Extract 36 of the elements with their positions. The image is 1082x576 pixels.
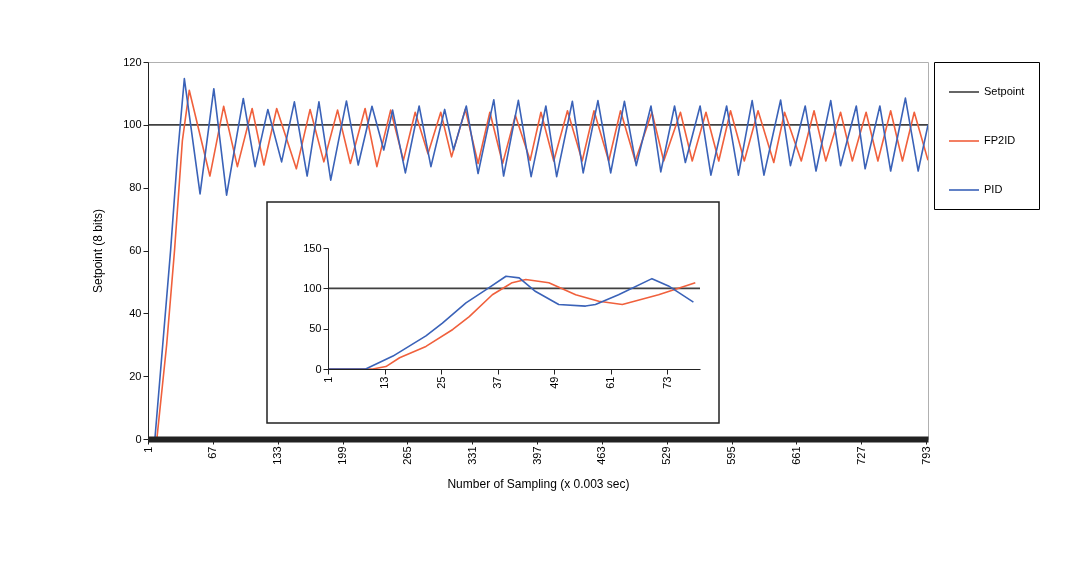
y-tick-label: 0 (135, 432, 142, 445)
x-tick-label: 49 (547, 376, 560, 389)
y-axis-title: Setpoint (8 bits) (91, 208, 106, 294)
legend-label: FP2ID (984, 134, 1016, 146)
y-tick-label: 0 (315, 362, 322, 375)
legend-label: Setpoint (984, 85, 1025, 97)
x-tick-label: 397 (530, 446, 543, 465)
x-tick-label: 73 (660, 376, 673, 389)
legend-label: PID (984, 183, 1003, 195)
x-tick-label: 1 (141, 446, 154, 453)
x-tick-label: 25 (434, 376, 447, 389)
x-tick-label: 331 (465, 446, 478, 465)
x-tick-label: 793 (919, 446, 932, 465)
y-tick-label: 80 (129, 181, 142, 194)
x-tick-label: 463 (595, 446, 608, 465)
y-tick-label: 50 (309, 322, 322, 335)
x-tick-label: 199 (336, 446, 349, 465)
x-axis-title: Number of Sampling (x 0.003 sec) (447, 476, 630, 491)
y-tick-label: 100 (123, 118, 142, 131)
x-tick-label: 1 (321, 376, 334, 383)
x-tick-label: 67 (206, 446, 219, 459)
x-tick-label: 265 (400, 446, 413, 465)
x-tick-label: 61 (604, 376, 617, 389)
x-tick-label: 13 (378, 376, 391, 389)
x-tick-label: 529 (660, 446, 673, 465)
y-tick-label: 20 (129, 369, 142, 382)
y-tick-label: 40 (129, 306, 142, 319)
x-tick-label: 133 (271, 446, 284, 465)
x-tick-label: 727 (854, 446, 867, 465)
y-tick-label: 150 (303, 241, 322, 254)
y-tick-label: 100 (303, 281, 322, 294)
y-tick-label: 120 (123, 55, 142, 68)
y-tick-label: 60 (129, 244, 142, 256)
x-tick-label: 661 (789, 446, 802, 465)
x-tick-label: 37 (491, 376, 504, 389)
x-tick-label: 595 (725, 446, 738, 465)
